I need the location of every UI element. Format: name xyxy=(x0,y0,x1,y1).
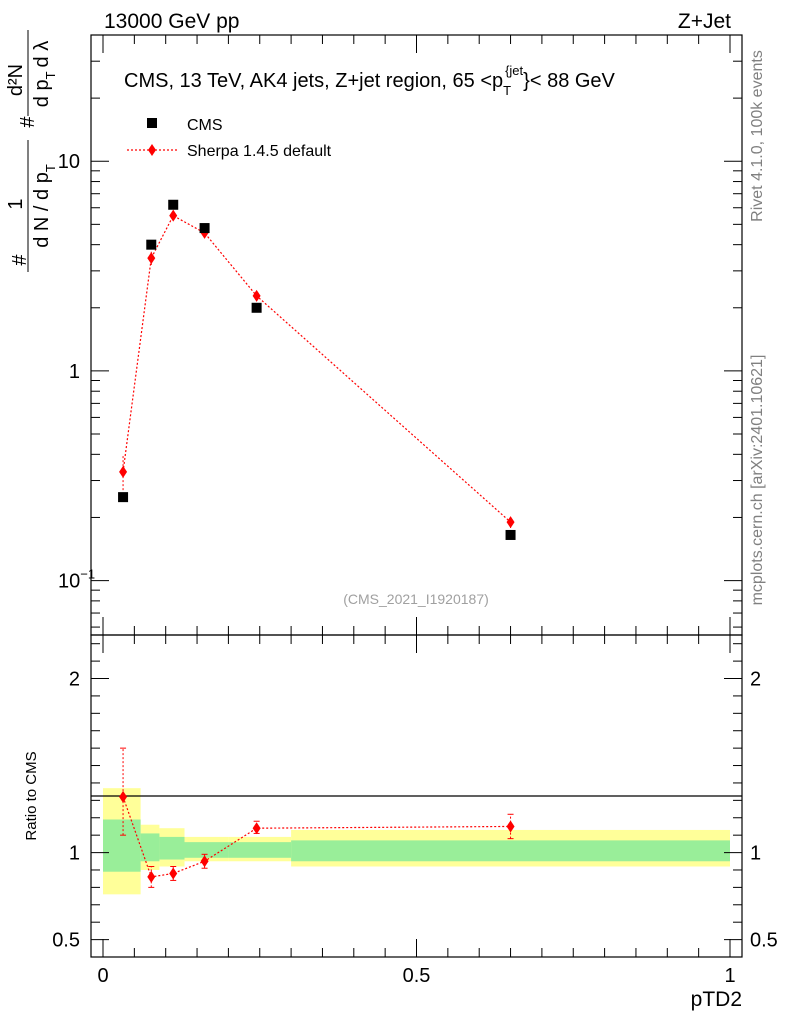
ylabel-hash-1: # xyxy=(9,254,31,266)
rivet-version-label: Rivet 4.1.0, 100k events xyxy=(749,50,766,222)
cms-point xyxy=(199,223,210,234)
ratio-y-tick-label-right: 0.5 xyxy=(750,930,778,952)
ratio-sherpa-line xyxy=(122,796,511,878)
ratio-sherpa-point xyxy=(252,822,261,835)
ratio-panel: 0.5 0.51 12 2 0 0.5 1 Ratio to CMS pTD2 xyxy=(23,634,778,1011)
sherpa-point xyxy=(252,289,261,302)
cms-point xyxy=(146,239,157,250)
ratio-sherpa-point xyxy=(147,870,156,883)
main-data-points xyxy=(118,199,516,540)
ratio-band-green xyxy=(140,833,160,862)
ratio-y-tick-label: 2 xyxy=(69,669,80,691)
reference-label: (CMS_2021_I1920187) xyxy=(343,591,489,607)
x-axis-label: pTD2 xyxy=(691,988,742,1011)
ratio-y-tick-label-right: 1 xyxy=(750,843,761,865)
cms-point xyxy=(168,199,179,210)
ratio-axis-ticks xyxy=(91,635,742,957)
x-tick-labels: 0 0.5 1 xyxy=(97,965,735,987)
main-axis-ticks xyxy=(91,34,742,635)
main-y-tick-label: 10−1 xyxy=(58,567,95,593)
legend-cms-label: CMS xyxy=(187,117,223,134)
ylabel-frac2-num: d²N xyxy=(5,64,27,96)
cms-point xyxy=(251,302,262,313)
ratio-sherpa-point xyxy=(506,820,515,833)
main-panel: 10−1 1 10 CMS, 13 TeV, AK4 jets, Z+jet reg… xyxy=(5,30,743,636)
legend-sherpa-marker xyxy=(148,144,156,156)
ylabel-frac1-num: 1 xyxy=(5,198,27,209)
sherpa-point xyxy=(169,209,178,222)
main-y-axis-label: # 1 d N / d pT # d²N d pTd λ xyxy=(5,30,58,272)
sherpa-point xyxy=(506,516,515,529)
legend-sherpa-label: Sherpa 1.4.5 default xyxy=(187,143,332,160)
ratio-band-green xyxy=(291,840,730,862)
ratio-y-tick-label: 1 xyxy=(69,843,80,865)
ylabel-hash-2: # xyxy=(17,116,39,128)
ratio-frame xyxy=(90,634,743,958)
ylabel-frac1-den: d N / d pT xyxy=(31,164,58,248)
ratio-sherpa-point xyxy=(119,790,128,803)
ratio-band-green xyxy=(228,842,292,858)
ratio-y-axis-label: Ratio to CMS xyxy=(23,751,40,840)
x-tick-label: 1 xyxy=(724,965,735,987)
chart-title: CMS, 13 TeV, AK4 jets, Z+jet region, 65 … xyxy=(124,63,616,98)
ratio-y-tick-labels: 0.5 0.5 1 1 2 2 xyxy=(52,669,778,952)
main-y-tick-label: 10 xyxy=(58,151,80,173)
ratio-sherpa-point xyxy=(200,855,209,868)
x-tick-label: 0 xyxy=(97,965,108,987)
main-y-tick-labels: 10−1 1 10 xyxy=(58,151,95,592)
mcplots-site-label: mcplots.cern.ch [arXiv:2401.10621] xyxy=(749,355,766,606)
ratio-uncertainty-bands xyxy=(103,788,730,895)
energy-label: 13000 GeV pp xyxy=(104,10,239,33)
main-y-tick-label: 1 xyxy=(69,361,80,383)
ylabel-frac2-den: d pTd λ xyxy=(31,41,58,107)
cms-point xyxy=(118,492,129,503)
ratio-band-green xyxy=(184,842,229,858)
ratio-y-tick-label: 0.5 xyxy=(52,930,80,952)
sherpa-point xyxy=(119,465,128,478)
ratio-band-green xyxy=(159,836,185,860)
sherpa-point xyxy=(147,252,156,265)
legend-cms-marker xyxy=(147,118,157,128)
sherpa-line xyxy=(122,214,511,523)
ratio-band-green xyxy=(103,819,141,872)
ratio-data-points xyxy=(119,747,515,888)
ratio-y-tick-label-right: 2 xyxy=(750,669,761,691)
ratio-sherpa-point xyxy=(169,867,178,880)
process-label: Z+Jet xyxy=(678,10,731,33)
cms-point xyxy=(505,529,516,540)
x-tick-label: 0.5 xyxy=(403,965,431,987)
legend: CMS Sherpa 1.4.5 default xyxy=(127,117,332,160)
